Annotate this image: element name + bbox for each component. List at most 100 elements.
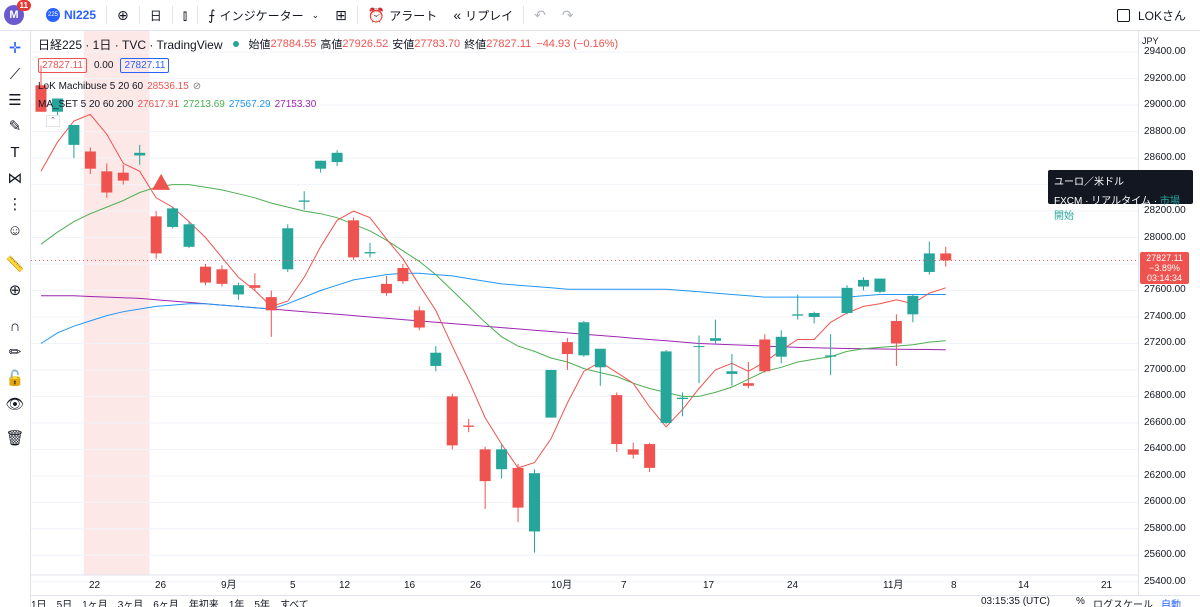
ask-box[interactable]: 27827.11 — [120, 57, 170, 73]
zoom-in-icon: ⊕ — [8, 282, 22, 299]
candle-body — [726, 371, 738, 374]
price-tick-label: 29400.00 — [1144, 46, 1186, 58]
magnet-icon: ∩ — [9, 317, 21, 335]
price-tick-label: 28000.00 — [1144, 231, 1186, 243]
signal-triangle-icon — [152, 173, 171, 190]
undo-button[interactable]: ↶ — [526, 0, 554, 31]
replay-button[interactable]: « リプレイ — [445, 0, 521, 31]
prediction-tool[interactable]: ⋮ — [0, 193, 30, 215]
highlight-zone — [83, 31, 150, 575]
symbol-search-button[interactable]: 225 NI225 — [38, 0, 104, 31]
fib-tool[interactable]: ☰ — [0, 89, 30, 111]
user-menu[interactable]: LOKさん — [1109, 0, 1200, 31]
range-button[interactable]: 5年 — [254, 600, 270, 607]
candle-body — [150, 216, 162, 254]
candle-body — [200, 266, 211, 283]
candle-body — [627, 449, 639, 455]
chart-type-button[interactable]: ⫾ — [175, 0, 195, 31]
eye-off-icon[interactable]: ⊘ — [192, 81, 202, 92]
candle-body — [594, 348, 606, 368]
range-button[interactable]: 年初来 — [188, 600, 219, 607]
price-axis[interactable]: 29400.00 29200.00 29000.00 28800.00 28600.00… — [1138, 31, 1200, 595]
time-tick-label: 10月 — [551, 579, 572, 591]
magnet-tool[interactable]: ∩ — [0, 315, 30, 337]
redo-icon: ↷ — [561, 6, 574, 23]
pattern-tool[interactable]: ⋈ — [0, 167, 30, 189]
high-value: 27926.52 — [342, 38, 389, 50]
auto-toggle[interactable]: 自動 — [1161, 600, 1181, 607]
layout-button[interactable]: ⊞ — [327, 0, 355, 31]
log-toggle[interactable]: ログスケール — [1093, 600, 1153, 607]
symbol-label: NI225 — [64, 8, 97, 22]
price-tick-label: 27400.00 — [1144, 310, 1186, 322]
candle-body — [331, 152, 343, 163]
ma200-line — [41, 295, 946, 351]
zoom-tool[interactable]: ⊕ — [0, 279, 30, 301]
candle-body — [660, 351, 672, 423]
price-tick-label: 26200.00 — [1144, 469, 1186, 481]
bid-box[interactable]: 27827.11 — [38, 57, 87, 73]
hide-tool[interactable]: 👁 — [0, 393, 30, 415]
price-tick-label: 27600.00 — [1144, 284, 1186, 296]
range-button[interactable]: 1日 — [31, 600, 47, 607]
candle-body — [759, 339, 771, 372]
collapse-legend-icon[interactable]: ˆ — [46, 115, 60, 127]
ruler-tool[interactable]: 📏 — [0, 253, 30, 275]
candle-body — [529, 473, 540, 532]
utc-clock[interactable]: 03:15:35 (UTC) — [981, 596, 1050, 607]
candle-body — [874, 278, 886, 292]
candle-body — [792, 314, 804, 316]
text-icon: T — [10, 143, 20, 161]
currency-label[interactable]: JPY — [1142, 36, 1159, 46]
price-tick-label: 26400.00 — [1144, 443, 1186, 455]
range-button[interactable]: 1年 — [228, 600, 245, 607]
range-button[interactable]: 1ヶ月 — [82, 600, 108, 607]
indicator2-name[interactable]: MA_SET 5 20 60 200 — [38, 99, 134, 110]
crosshair-tool[interactable]: ✛ — [0, 37, 30, 59]
candle-body — [496, 449, 508, 470]
chevron-down-icon: ⌄ — [311, 9, 320, 20]
user-avatar[interactable]: M 11 — [4, 0, 31, 25]
range-button[interactable]: 5日 — [56, 600, 73, 607]
price-tick-label: 29200.00 — [1144, 72, 1186, 84]
candles-icon: ⫾ — [182, 6, 188, 23]
indicators-button[interactable]: ⨍ インジケーター ⌄ — [200, 0, 327, 31]
candle-body — [216, 269, 228, 284]
percent-toggle[interactable]: % — [1076, 596, 1085, 607]
trendline-tool[interactable]: ⟋ — [0, 63, 30, 85]
time-tick-label: 16 — [404, 580, 416, 591]
alert-button[interactable]: ⏰ アラート — [360, 0, 445, 31]
candle-body — [249, 285, 261, 288]
brush-tool[interactable]: ✎ — [0, 115, 30, 137]
range-button[interactable]: 3ヶ月 — [117, 600, 144, 607]
candle-body — [940, 253, 952, 261]
interval-button[interactable]: 日 — [142, 0, 170, 31]
close-value: 27827.11 — [486, 38, 532, 50]
candle-body — [380, 283, 392, 294]
candle-body — [479, 449, 491, 482]
candle-body — [183, 224, 195, 247]
delete-tool[interactable]: 🗑 — [0, 427, 30, 449]
top-toolbar: M 11 225 NI225 ⊕ 日 ⫾ ⨍ インジケーター ⌄ ⊞ ⏰ アラー… — [0, 0, 1200, 31]
candle-body — [890, 320, 902, 344]
rewind-icon: « — [453, 7, 462, 23]
range-button[interactable]: すべて — [279, 600, 309, 607]
lock-tool[interactable]: 🔓 — [0, 367, 30, 389]
candle-body — [35, 85, 47, 112]
indicator1-name[interactable]: LoK Machibuse 5 20 60 — [38, 81, 144, 92]
range-button[interactable]: 6ヶ月 — [153, 600, 179, 607]
candle-body — [709, 338, 721, 341]
draw-mode-tool[interactable]: ✏ — [0, 341, 30, 363]
compare-button[interactable]: ⊕ — [109, 0, 137, 31]
indicators-icon: ⨍ — [208, 6, 216, 23]
price-tick-label: 25800.00 — [1144, 522, 1186, 534]
price-tick-label: 25600.00 — [1144, 549, 1186, 561]
redo-button[interactable]: ↷ — [554, 0, 582, 31]
time-tick-label: 8 — [951, 580, 957, 591]
alert-label: アラート — [389, 8, 438, 23]
emoji-tool[interactable]: ☺ — [0, 219, 30, 241]
legend-title[interactable]: 日経225 · 1日 · TVC · TradingView — [38, 37, 223, 52]
text-tool[interactable]: T — [0, 141, 30, 163]
